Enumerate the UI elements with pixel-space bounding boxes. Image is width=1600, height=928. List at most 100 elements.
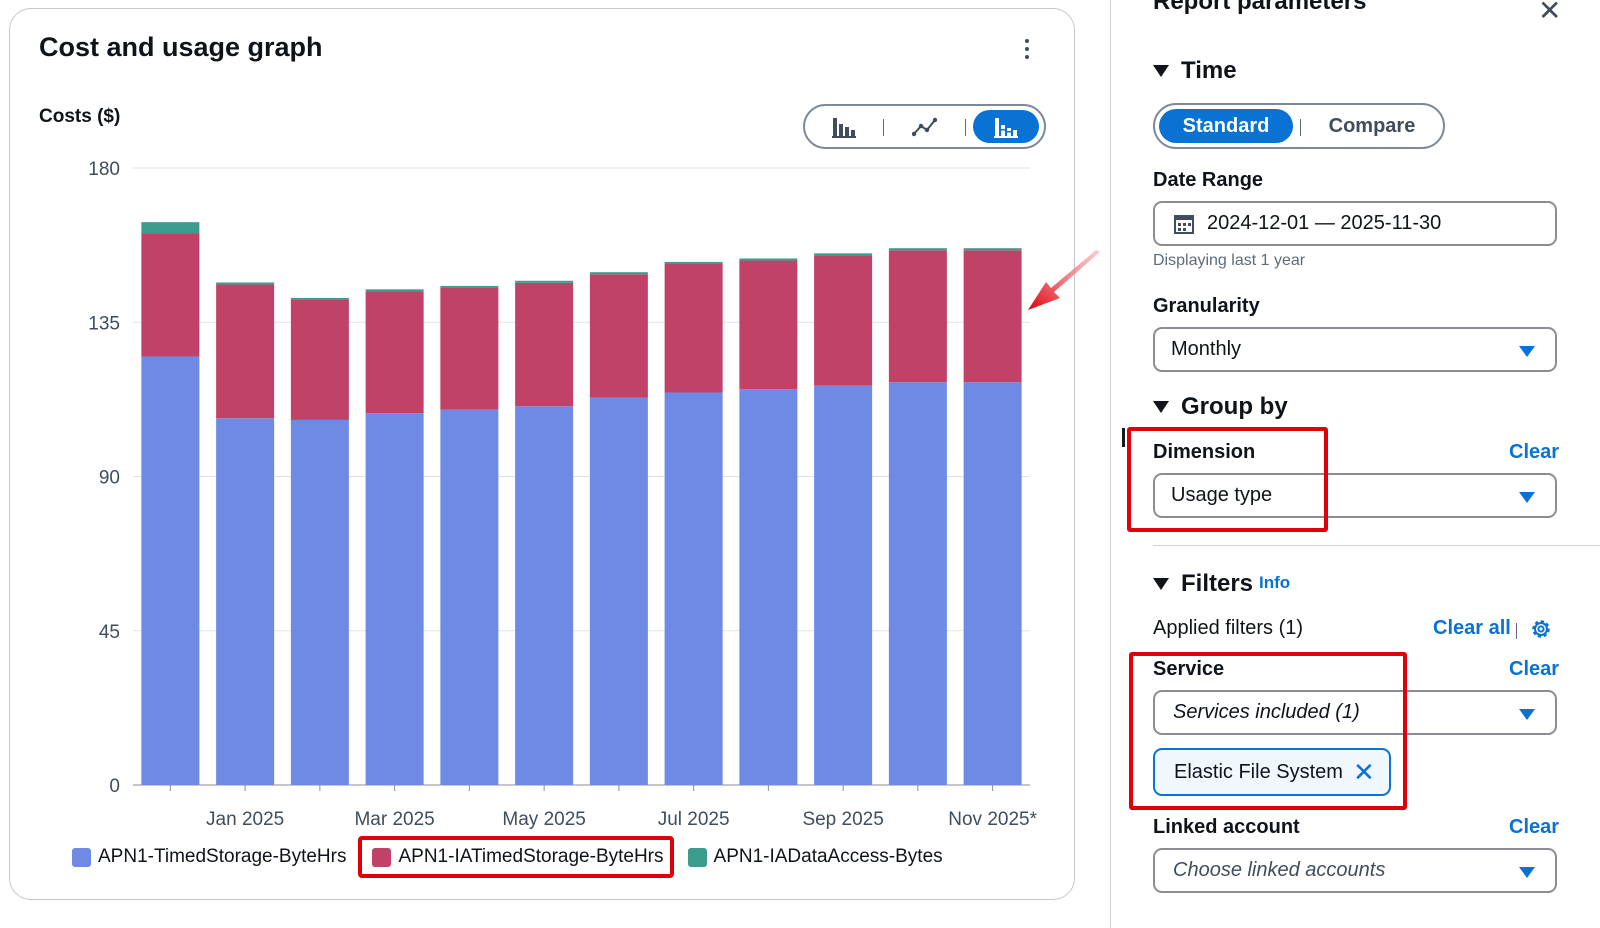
- linked-account-clear-link[interactable]: Clear: [1509, 816, 1560, 838]
- bar-segment: [739, 258, 798, 261]
- filters-info-link[interactable]: Info: [1259, 573, 1291, 592]
- stacked-bar-chart-icon: [994, 117, 1018, 138]
- x-tick-label: Mar 2025: [354, 809, 434, 830]
- bar-segment: [440, 285, 499, 288]
- service-token-label: Elastic File System: [1174, 760, 1343, 783]
- panel-divider: [1110, 0, 1111, 928]
- service-select[interactable]: Services included (1): [1153, 690, 1557, 735]
- applied-filters-count: Applied filters (1): [1153, 617, 1304, 639]
- dropdown-caret-icon: [1519, 346, 1535, 357]
- linked-account-select[interactable]: Choose linked accounts: [1153, 848, 1557, 893]
- legend-item-ia-timed-storage[interactable]: APN1-IATimedStorage-ByteHrs: [358, 836, 674, 878]
- annotation-arrow-icon: [1028, 250, 1100, 310]
- service-clear-link[interactable]: Clear: [1509, 658, 1560, 680]
- more-actions-icon[interactable]: [1018, 36, 1036, 62]
- chart-type-toggle: [803, 104, 1046, 149]
- section-filters-title: Filters: [1181, 570, 1254, 597]
- y-tick-label: 45: [99, 622, 120, 643]
- bar-segment: [216, 282, 275, 285]
- x-tick-label: Nov 2025*: [948, 809, 1037, 830]
- close-icon[interactable]: ✕: [1538, 0, 1562, 26]
- bar-segment: [290, 419, 349, 785]
- panel-title: Report parameters: [1153, 0, 1367, 15]
- caret-down-icon: [1153, 578, 1169, 590]
- x-tick-label: May 2025: [502, 809, 585, 830]
- section-filters-header[interactable]: Filters: [1153, 570, 1253, 598]
- linked-account-label: Linked account: [1153, 816, 1300, 838]
- bar-segment: [963, 250, 1022, 383]
- clear-all-link[interactable]: Clear all: [1433, 617, 1511, 639]
- date-range-value: 2024-12-01 — 2025-11-30: [1207, 212, 1442, 234]
- bar-segment: [814, 255, 873, 386]
- stacked-bar-chart-button[interactable]: [973, 110, 1039, 143]
- separator: [1516, 623, 1517, 639]
- y-tick-label: 180: [88, 159, 120, 180]
- gear-icon[interactable]: [1529, 617, 1553, 641]
- dimension-label: Dimension: [1153, 441, 1256, 463]
- y-tick-label: 90: [99, 468, 120, 489]
- service-value: Services included (1): [1173, 701, 1360, 723]
- legend-item-ia-data-access[interactable]: APN1-IADataAccess-Bytes: [687, 846, 943, 868]
- bar-segment: [216, 418, 275, 785]
- bar-segment: [141, 222, 200, 234]
- bar-segment: [365, 289, 424, 292]
- bar-segment: [589, 272, 648, 275]
- bar-segment: [664, 263, 723, 393]
- section-group-by-header[interactable]: Group by: [1153, 393, 1288, 421]
- bar-segment: [141, 233, 200, 357]
- bar-segment: [739, 260, 798, 390]
- bar-segment: [515, 280, 574, 283]
- calendar-icon: [1174, 214, 1194, 234]
- bar-segment: [216, 284, 275, 419]
- legend-label: APN1-IADataAccess-Bytes: [713, 846, 943, 867]
- x-tick-label: Sep 2025: [802, 809, 883, 830]
- bar-segment: [365, 291, 424, 414]
- dropdown-caret-icon: [1519, 492, 1535, 503]
- time-mode-toggle: Standard Compare: [1153, 103, 1445, 149]
- section-group-by-title: Group by: [1181, 393, 1288, 420]
- section-time-title: Time: [1181, 57, 1237, 84]
- bar-chart-button[interactable]: [811, 110, 877, 143]
- stacked-bar-chart: 0 45 90 135 180 Jan 2025 Mar 2025 May 2025 Jul 2…: [88, 159, 1037, 830]
- remove-token-icon[interactable]: ✕: [1353, 757, 1375, 787]
- x-tick-label: Jul 2025: [658, 809, 730, 830]
- linked-account-placeholder: Choose linked accounts: [1173, 859, 1386, 881]
- dimension-select[interactable]: Usage type: [1153, 473, 1557, 518]
- resize-handle[interactable]: [1122, 428, 1125, 447]
- bar-segment: [290, 297, 349, 300]
- bar-segment: [365, 413, 424, 785]
- date-range-field[interactable]: 2024-12-01 — 2025-11-30: [1153, 201, 1557, 246]
- legend-swatch: [72, 847, 91, 867]
- legend-item-timed-storage[interactable]: APN1-TimedStorage-ByteHrs: [72, 846, 346, 868]
- section-divider: [1153, 545, 1600, 546]
- bar-segment: [290, 299, 349, 420]
- line-chart-button[interactable]: [892, 110, 958, 143]
- bar-segment: [664, 261, 723, 264]
- bar-segment: [589, 274, 648, 398]
- date-range-label: Date Range: [1153, 169, 1264, 191]
- x-tick-label: Jan 2025: [206, 809, 284, 830]
- bar-segment: [888, 382, 947, 785]
- caret-down-icon: [1153, 401, 1169, 413]
- dropdown-caret-icon: [1519, 867, 1535, 878]
- bar-segment: [814, 253, 873, 256]
- dropdown-caret-icon: [1519, 709, 1535, 720]
- granularity-value: Monthly: [1171, 338, 1242, 360]
- chart-legend: APN1-TimedStorage-ByteHrs APN1-IATimedSt…: [72, 836, 965, 878]
- bar-segment: [141, 356, 200, 785]
- line-chart-icon: [912, 117, 938, 136]
- bar-chart-icon: [832, 117, 856, 138]
- y-tick-label: 0: [109, 776, 120, 797]
- service-token: Elastic File System ✕: [1153, 748, 1391, 796]
- bar-segment: [664, 392, 723, 785]
- date-range-hint: Displaying last 1 year: [1153, 252, 1306, 269]
- granularity-label: Granularity: [1153, 295, 1260, 317]
- bar-segment: [814, 385, 873, 785]
- section-time-header[interactable]: Time: [1153, 57, 1237, 85]
- caret-down-icon: [1153, 65, 1169, 77]
- compare-mode-button[interactable]: Compare: [1328, 114, 1416, 137]
- bar-segment: [515, 406, 574, 785]
- standard-mode-button[interactable]: Standard: [1159, 109, 1293, 143]
- granularity-select[interactable]: Monthly: [1153, 327, 1557, 372]
- dimension-clear-link[interactable]: Clear: [1509, 441, 1560, 463]
